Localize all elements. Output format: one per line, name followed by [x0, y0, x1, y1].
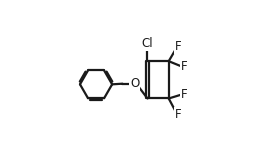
Text: F: F	[175, 40, 182, 53]
Text: O: O	[130, 77, 139, 90]
Text: F: F	[175, 108, 182, 121]
Text: Cl: Cl	[142, 37, 153, 50]
Text: F: F	[181, 60, 187, 73]
Text: F: F	[181, 88, 187, 101]
